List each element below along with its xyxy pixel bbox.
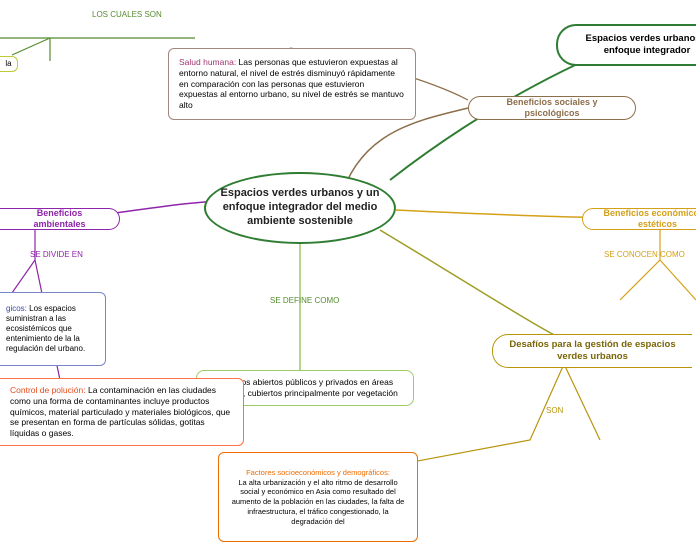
factors-body: La alta urbanización y el alto ritmo de … bbox=[232, 478, 405, 526]
factors-hl: Factores socioeconómicos y demográficos: bbox=[246, 468, 390, 477]
los-label: LOS CUALES SON bbox=[92, 10, 162, 19]
factors-node[interactable]: Factores socioeconómicos y demográficos:… bbox=[218, 452, 418, 542]
pol-hl: Control de polución: bbox=[10, 385, 86, 395]
health-node[interactable]: Salud humana: Las personas que estuviero… bbox=[168, 48, 416, 120]
integ-text: Espacios verdes urbanos y enfoque integr… bbox=[568, 33, 696, 57]
gicos-text: gicos: Los espacios suministran a las ec… bbox=[6, 304, 99, 354]
gicos-hl: gicos: bbox=[6, 304, 27, 313]
integ-node[interactable]: Espacios verdes urbanos y enfoque integr… bbox=[556, 24, 696, 66]
la-node[interactable]: la bbox=[0, 56, 18, 72]
challenge-node[interactable]: Desafíos para la gestión de espacios ver… bbox=[492, 334, 692, 368]
social-node[interactable]: Beneficios sociales y psicológicos bbox=[468, 96, 636, 120]
gicos-node[interactable]: gicos: Los espacios suministran a las ec… bbox=[0, 292, 106, 366]
env-node[interactable]: Beneficios ambientales bbox=[0, 208, 120, 230]
pol-node[interactable]: Control de polución: La contaminación en… bbox=[0, 378, 244, 446]
health-hl: Salud humana: bbox=[179, 57, 236, 67]
sedefine-label: SE DEFINE COMO bbox=[270, 296, 339, 305]
sedivide-label: SE DIVIDE EN bbox=[30, 250, 83, 259]
central-node[interactable]: Espacios verdes urbanos y un enfoque int… bbox=[204, 172, 396, 244]
health-text: Salud humana: Las personas que estuviero… bbox=[179, 57, 405, 110]
seconocen-label: SE CONOCEN COMO bbox=[604, 250, 685, 259]
la-text: la bbox=[5, 59, 11, 69]
econ-text: Beneficios económicos y estéticos bbox=[593, 208, 696, 231]
son-label: SON bbox=[546, 406, 563, 415]
social-text: Beneficios sociales y psicológicos bbox=[479, 97, 625, 120]
central-text: Espacios verdes urbanos y un enfoque int… bbox=[216, 187, 384, 228]
econ-node[interactable]: Beneficios económicos y estéticos bbox=[582, 208, 696, 230]
challenge-text: Desafíos para la gestión de espacios ver… bbox=[503, 339, 682, 363]
pol-text: Control de polución: La contaminación en… bbox=[10, 385, 233, 438]
env-text: Beneficios ambientales bbox=[10, 208, 109, 231]
factors-text: Factores socioeconómicos y demográficos:… bbox=[229, 468, 407, 527]
